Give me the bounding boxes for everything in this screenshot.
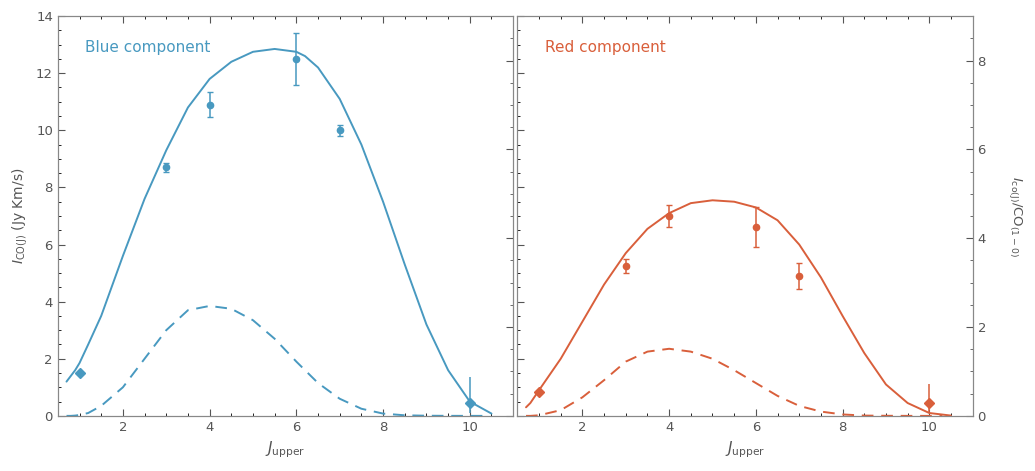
- Y-axis label: $I_{\rm co(J)}/\rm CO_{(1-0)}$: $I_{\rm co(J)}/\rm CO_{(1-0)}$: [1007, 176, 1024, 256]
- Y-axis label: $I_{\rm CO(J)}$ (Jy Km/s): $I_{\rm CO(J)}$ (Jy Km/s): [11, 168, 30, 264]
- X-axis label: $J_{\rm upper}$: $J_{\rm upper}$: [724, 439, 765, 460]
- Text: Blue component: Blue component: [85, 40, 210, 55]
- Text: Red component: Red component: [544, 40, 666, 55]
- X-axis label: $J_{\rm upper}$: $J_{\rm upper}$: [265, 439, 305, 460]
